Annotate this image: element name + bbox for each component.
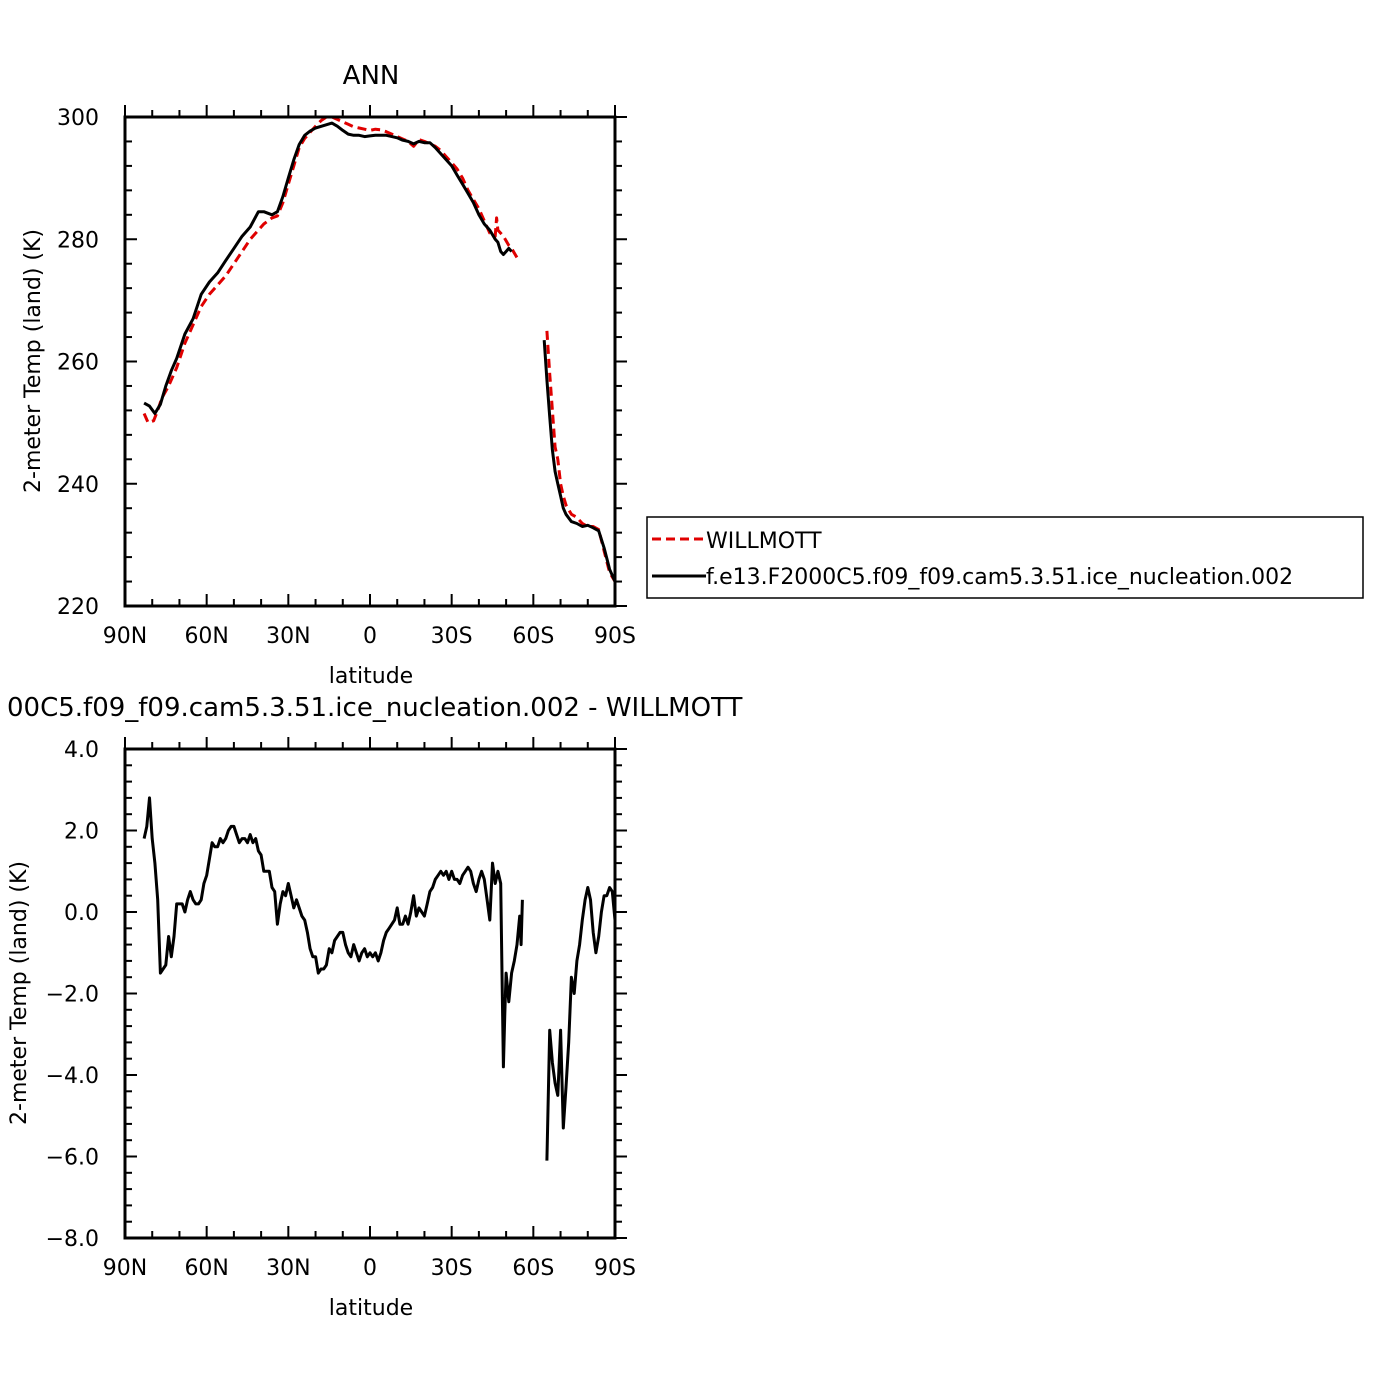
top-y-tick-label: 260: [57, 351, 99, 376]
top-plot-frame: [123, 115, 617, 608]
bottom-y-tick-label: −6.0: [46, 1146, 99, 1171]
top-x-tick-label: 60S: [512, 624, 554, 649]
top-series-line-0-segment-1: [545, 330, 617, 583]
bottom-y-tick-label: 2.0: [64, 820, 99, 845]
bottom-y-axis-label: 2-meter Temp (land) (K): [7, 861, 32, 1125]
bottom-y-tick-label: 0.0: [64, 901, 99, 926]
top-x-tick-label: 60N: [184, 624, 228, 649]
top-x-tick-label: 90N: [103, 624, 147, 649]
bottom-x-tick-label: 30N: [266, 1256, 310, 1281]
legend-label-model: f.e13.F2000C5.f09_f09.cam5.3.51.ice_nucl…: [706, 565, 1293, 590]
bottom-y-tick-label: −2.0: [46, 983, 99, 1008]
bottom-y-tick-label: −8.0: [46, 1227, 99, 1252]
top-x-tick-label: 30N: [266, 624, 310, 649]
bottom-title: 00C5.f09_f09.cam5.3.51.ice_nucleation.00…: [7, 693, 742, 723]
bottom-x-tick-label: 60N: [184, 1256, 228, 1281]
top-x-tick-label: 30S: [431, 624, 473, 649]
bottom-x-axis-label: latitude: [329, 1296, 413, 1321]
top-plot-area: 90N 60N 30N 0 30S 60S 90S 300 280 260 240 220: [57, 105, 636, 649]
legend-label-willmott: WILLMOTT: [706, 529, 822, 554]
bottom-y-tick-label: −4.0: [46, 1064, 99, 1089]
top-y-tick-label: 280: [57, 228, 99, 253]
top-panel: ANN 90N 60N 30N 0 30S 60S 90S 300 280 260 240 220 l…: [21, 61, 1364, 689]
bottom-x-tick-label: 0: [363, 1256, 377, 1281]
bottom-x-tick-label: 90S: [594, 1256, 636, 1281]
top-legend: WILLMOTT f.e13.F2000C5.f09_f09.cam5.3.51…: [646, 516, 1364, 599]
bottom-plot-frame: [123, 747, 617, 1240]
top-y-tick-label: 220: [57, 595, 99, 620]
top-y-tick-label: 300: [57, 106, 99, 131]
bottom-series-line-0-segment-1: [545, 886, 617, 1161]
legend-box: [646, 516, 1364, 599]
top-series-line-1-segment-1: [542, 339, 617, 583]
bottom-plot-area: 90N 60N 30N 0 30S 60S 90S 4.0 2.0 0.0 −2.0 −4.0 −6.0…: [46, 737, 636, 1281]
bottom-x-tick-label: 30S: [431, 1256, 473, 1281]
bottom-series-line-0-segment-0: [142, 796, 524, 1069]
bottom-x-tick-label: 90N: [103, 1256, 147, 1281]
top-x-tick-label: 90S: [594, 624, 636, 649]
top-series-line-0-segment-0: [142, 115, 519, 425]
top-x-tick-label: 0: [363, 624, 377, 649]
top-x-axis-label: latitude: [329, 664, 413, 689]
bottom-y-tick-label: 4.0: [64, 738, 99, 763]
bottom-panel: 00C5.f09_f09.cam5.3.51.ice_nucleation.00…: [7, 693, 742, 1321]
top-series-line-1-segment-0: [143, 121, 513, 415]
top-y-tick-label: 240: [57, 473, 99, 498]
top-title: ANN: [343, 61, 400, 91]
top-y-axis-label: 2-meter Temp (land) (K): [21, 229, 46, 493]
bottom-x-tick-label: 60S: [512, 1256, 554, 1281]
